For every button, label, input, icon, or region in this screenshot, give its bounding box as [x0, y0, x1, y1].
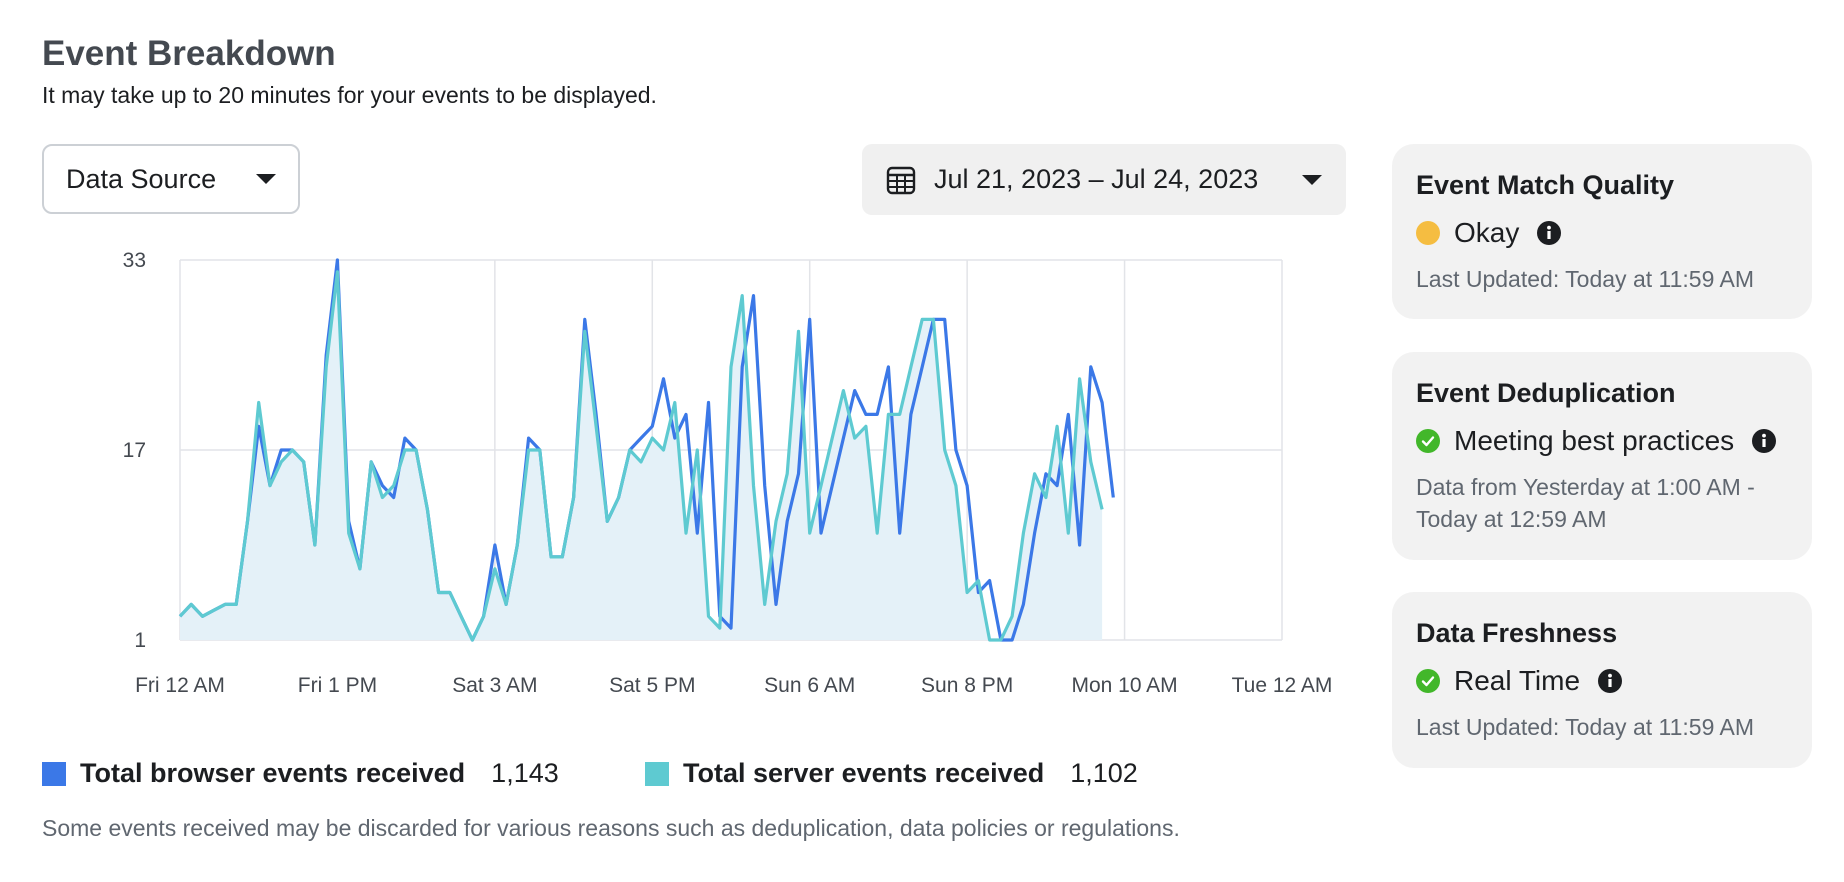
- card-meta: Last Updated: Today at 11:59 AM: [1416, 714, 1754, 740]
- server-swatch: [645, 761, 669, 786]
- info-icon[interactable]: [1598, 669, 1623, 693]
- x-tick-label: Sat 3 AM: [452, 674, 537, 697]
- card-status: Real Time: [1416, 665, 1788, 697]
- x-tick-label: Tue 12 AM: [1232, 674, 1333, 697]
- legend-server-value: 1,102: [1070, 758, 1138, 788]
- page-title: Event Breakdown: [42, 34, 336, 73]
- legend-server-label: Total server events received: [683, 758, 1045, 788]
- card-title: Data Freshness: [1416, 618, 1618, 648]
- event-deduplication-card: Event Deduplication Meeting best practic…: [1392, 352, 1812, 560]
- card-meta: Data from Yesterday at 1:00 AM - Today a…: [1416, 471, 1788, 535]
- status-text: Okay: [1454, 217, 1520, 248]
- calendar-icon: [886, 165, 916, 195]
- event-chart: Fri 12 AM Fri 1 PM Sat 3 AM Sat 5 PM Sun 6 A…: [123, 249, 1333, 697]
- status-text: Real Time: [1454, 665, 1581, 696]
- x-tick-label: Sun 6 AM: [764, 674, 855, 697]
- browser-swatch: [42, 761, 66, 786]
- status-text: Meeting best practices: [1454, 425, 1735, 456]
- x-tick-label: Mon 10 AM: [1071, 674, 1177, 697]
- data-freshness-card: Data Freshness Real Time Last Updated: T…: [1392, 592, 1812, 768]
- card-status: Okay: [1416, 217, 1788, 249]
- yellow-dot-icon: [1416, 221, 1440, 245]
- green-check-icon: [1416, 669, 1440, 693]
- date-range-picker[interactable]: Jul 21, 2023 – Jul 24, 2023: [862, 144, 1346, 215]
- card-status: Meeting best practices: [1416, 425, 1788, 457]
- x-tick-label: Sat 5 PM: [609, 674, 695, 697]
- legend-browser: Total browser events received 1,143: [42, 758, 559, 789]
- legend-browser-value: 1,143: [491, 758, 559, 788]
- x-tick-label: Sun 8 PM: [921, 674, 1013, 697]
- data-source-dropdown[interactable]: Data Source: [42, 144, 300, 214]
- card-title: Event Deduplication: [1416, 378, 1676, 408]
- footnote: Some events received may be discarded fo…: [42, 815, 1180, 841]
- green-check-icon: [1416, 429, 1440, 453]
- x-tick-label: Fri 12 AM: [135, 674, 225, 697]
- card-meta-line: Today at 12:59 AM: [1416, 506, 1607, 532]
- info-icon[interactable]: [1752, 429, 1777, 453]
- caret-down-icon: [256, 174, 276, 184]
- legend-server: Total server events received 1,102: [645, 758, 1138, 789]
- x-tick-label: Fri 1 PM: [298, 674, 377, 697]
- date-range-label: Jul 21, 2023 – Jul 24, 2023: [934, 164, 1259, 194]
- card-meta: Last Updated: Today at 11:59 AM: [1416, 266, 1754, 292]
- event-match-quality-card: Event Match Quality Okay Last Updated: T…: [1392, 144, 1812, 319]
- caret-down-icon: [1302, 174, 1322, 185]
- y-tick-label: 1: [134, 629, 146, 652]
- page-subtitle: It may take up to 20 minutes for your ev…: [42, 82, 657, 108]
- card-meta-line: Data from Yesterday at 1:00 AM -: [1416, 474, 1755, 500]
- server-events-line: [178, 270, 1104, 642]
- y-tick-label: 33: [123, 249, 146, 272]
- y-tick-label: 17: [123, 439, 146, 462]
- card-title: Event Match Quality: [1416, 170, 1675, 200]
- data-source-label: Data Source: [66, 163, 217, 194]
- server-area-fill: [180, 271, 1103, 640]
- legend-browser-label: Total browser events received: [80, 758, 466, 788]
- info-icon[interactable]: [1537, 221, 1562, 245]
